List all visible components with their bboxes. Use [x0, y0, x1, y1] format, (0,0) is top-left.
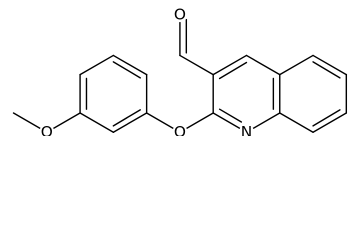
pyridine-ring: [212, 54, 281, 133]
atom-label: O: [174, 123, 186, 136]
label-bg: [238, 124, 255, 136]
molecule: O O O N: [12, 5, 348, 136]
benzo-ring: [279, 54, 348, 133]
bond: [179, 54, 214, 76]
label-bg: [172, 124, 188, 136]
atom-label: O: [174, 5, 186, 23]
atom-label: N: [241, 123, 253, 136]
label-bg: [39, 124, 55, 136]
label-bg: [172, 6, 188, 23]
phenyl-ring: [79, 54, 148, 133]
structure: O O O N: [12, 5, 348, 136]
atom-label: O: [41, 123, 53, 136]
